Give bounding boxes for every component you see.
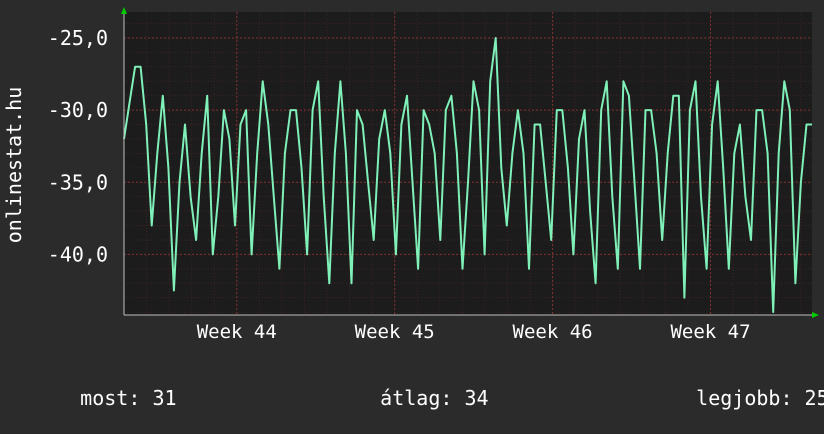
stat-best-label: legjobb: xyxy=(696,386,793,410)
line-chart: -25,0-30,0-35,0-40,0 Week 44 Week 45 Week … xyxy=(2,7,819,343)
stat-current-label: most: xyxy=(80,386,141,410)
x-axis-arrow xyxy=(812,312,819,318)
stat-average: átlag: 34 xyxy=(332,362,489,434)
stat-current-value: 31 xyxy=(152,386,177,410)
y-tick-label: -25,0 xyxy=(48,26,108,50)
y-tick-label: -40,0 xyxy=(48,242,108,266)
x-tick-label: Week 45 xyxy=(355,321,435,343)
stat-current: most: 31 xyxy=(32,362,177,434)
stat-best: legjobb: 25 xyxy=(648,362,824,434)
plot-area xyxy=(124,12,812,315)
x-tick-label: Week 44 xyxy=(197,321,277,343)
stat-best-value: 25 xyxy=(804,386,824,410)
series-line xyxy=(123,37,812,314)
stat-average-label: átlag: xyxy=(380,386,453,410)
y-axis-label: onlinestat.hu xyxy=(2,87,26,244)
y-tick-label: -30,0 xyxy=(48,98,108,122)
x-tick-label: Week 47 xyxy=(670,321,750,343)
y-tick-label: -35,0 xyxy=(48,170,108,194)
y-axis-arrow xyxy=(121,7,127,14)
stat-average-value: 34 xyxy=(464,386,489,410)
stats-bar: most: 31 átlag: 34 legjobb: 25 xyxy=(0,360,824,410)
x-tick-label: Week 46 xyxy=(513,321,593,343)
y-tick-labels: -25,0 -30,0 -35,0 -40,0 xyxy=(48,26,108,266)
x-tick-labels: Week 44 Week 45 Week 46 Week 47 xyxy=(197,321,751,343)
